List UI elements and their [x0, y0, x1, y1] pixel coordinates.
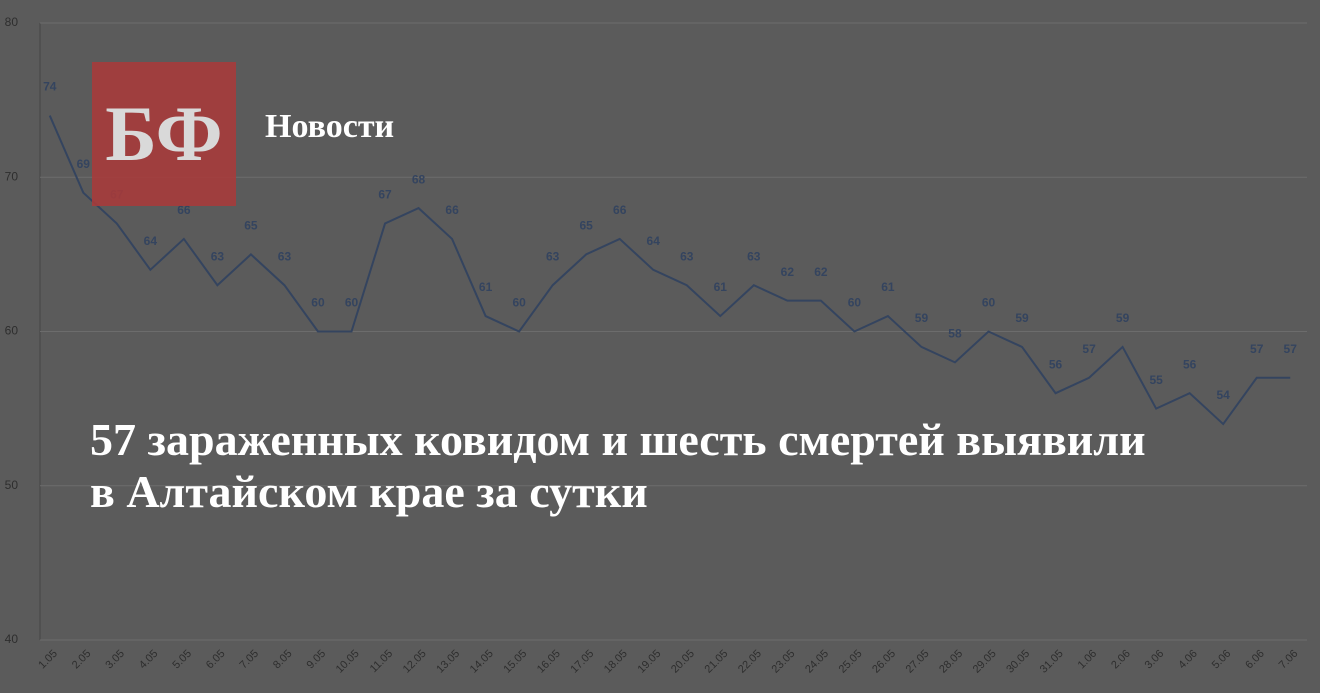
x-tick-label: 19.05	[635, 648, 663, 676]
x-tick-label: 22.05	[736, 648, 764, 676]
data-label: 64	[144, 234, 158, 248]
data-label: 68	[412, 172, 426, 186]
data-label: 63	[211, 249, 225, 263]
data-label: 66	[177, 203, 191, 217]
section-title: Новости	[265, 108, 395, 145]
x-tick-label: 29.05	[971, 648, 999, 676]
x-tick-label: 27.05	[904, 648, 932, 676]
data-label: 64	[647, 234, 661, 248]
data-label: 62	[814, 265, 828, 279]
x-tick-label: 14.05	[468, 648, 496, 676]
x-tick-label: 1.05	[36, 648, 60, 672]
x-tick-label: 10.05	[334, 648, 362, 676]
data-label: 63	[546, 249, 560, 263]
data-label: 55	[1149, 373, 1163, 387]
data-label: 66	[613, 203, 627, 217]
y-tick-label: 80	[5, 15, 19, 29]
data-label: 59	[1015, 311, 1029, 325]
x-tick-label: 6.05	[204, 648, 228, 672]
data-label: 63	[680, 249, 694, 263]
x-tick-label: 2.06	[1109, 648, 1133, 672]
y-tick-label: 50	[5, 478, 19, 492]
x-tick-label: 8.05	[271, 648, 295, 672]
x-tick-label: 20.05	[669, 648, 697, 676]
data-label: 54	[1217, 388, 1231, 402]
x-tick-label: 18.05	[602, 648, 630, 676]
data-label: 60	[512, 296, 526, 310]
data-label: 60	[848, 296, 862, 310]
y-tick-label: 60	[5, 324, 19, 338]
x-tick-label: 9.05	[305, 648, 329, 672]
x-tick-label: 25.05	[837, 648, 865, 676]
data-label: 60	[345, 296, 359, 310]
x-tick-label: 17.05	[568, 648, 596, 676]
data-label: 62	[781, 265, 795, 279]
x-tick-label: 3.05	[103, 648, 127, 672]
data-label: 58	[948, 327, 962, 341]
x-tick-label: 21.05	[703, 648, 731, 676]
data-label: 69	[77, 157, 91, 171]
x-tick-label: 7.06	[1277, 648, 1301, 672]
data-label: 63	[747, 249, 761, 263]
data-label: 57	[1284, 342, 1298, 356]
data-label: 65	[580, 219, 594, 233]
data-label: 66	[445, 203, 459, 217]
y-tick-label: 70	[5, 169, 19, 183]
x-tick-label: 6.06	[1243, 648, 1267, 672]
line	[48, 115, 1291, 426]
x-tick-label: 3.06	[1143, 648, 1167, 672]
y-tick-label: 40	[5, 632, 19, 646]
x-tick-label: 15.05	[501, 648, 529, 676]
logo: БФ	[92, 62, 236, 206]
x-tick-label: 11.05	[368, 648, 395, 675]
data-label: 61	[714, 280, 728, 294]
data-label: 59	[915, 311, 929, 325]
x-tick-label: 5.05	[170, 648, 194, 672]
data-label: 61	[881, 280, 895, 294]
x-tick-label: 4.05	[137, 648, 161, 672]
data-label: 61	[479, 280, 493, 294]
x-tick-label: 31.05	[1038, 648, 1066, 676]
x-tick-label: 13.05	[434, 648, 462, 676]
data-label: 57	[1082, 342, 1096, 356]
x-tick-label: 1.06	[1076, 648, 1100, 672]
x-tick-label: 23.05	[770, 648, 798, 676]
x-tick-label: 16.05	[535, 648, 563, 676]
data-label: 65	[244, 219, 258, 233]
data-label: 57	[1250, 342, 1264, 356]
data-label: 59	[1116, 311, 1130, 325]
data-label: 56	[1183, 357, 1197, 371]
x-tick-label: 26.05	[870, 648, 898, 676]
headline: 57 зараженных ковидом и шесть смертей вы…	[90, 414, 1146, 517]
x-tick-label: 4.06	[1176, 648, 1200, 672]
x-tick-label: 30.05	[1004, 648, 1032, 676]
data-label: 74	[43, 80, 57, 94]
data-label: 60	[982, 296, 996, 310]
x-tick-label: 12.05	[401, 648, 429, 676]
x-tick-label: 24.05	[803, 648, 831, 676]
x-tick-label: 28.05	[937, 648, 965, 676]
data-label: 67	[378, 188, 392, 202]
x-tick-label: 5.06	[1210, 648, 1234, 672]
x-tick-label: 2.05	[70, 648, 94, 672]
data-label: 63	[278, 249, 292, 263]
data-label: 60	[311, 296, 325, 310]
data-label: 56	[1049, 357, 1063, 371]
x-tick-label: 7.05	[237, 648, 261, 672]
